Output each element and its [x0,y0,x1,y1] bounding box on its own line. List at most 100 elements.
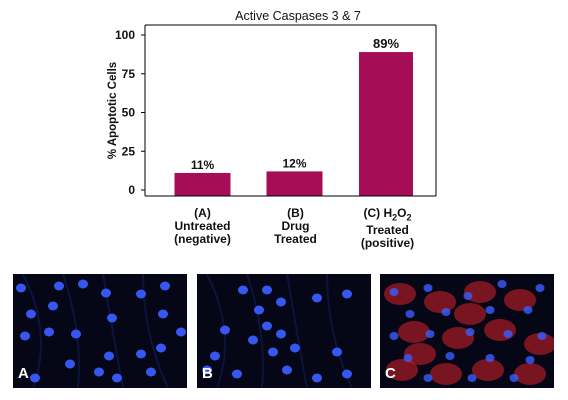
micrograph-c-label: C [385,365,396,382]
cell-nucleus [509,374,519,382]
cell-nucleus [332,347,342,357]
caspase-signal [386,359,418,381]
micrograph-b-image [202,274,353,388]
cell-nucleus [220,325,230,335]
y-tick-label: 75 [122,67,136,81]
cell-nucleus [30,373,40,383]
cell-nucleus [176,327,186,337]
caspase-signal [398,321,430,343]
caspase-signal [484,319,516,341]
cell-nucleus [535,284,545,292]
category-label-c: (C) H2O2 Treated (positive) [340,207,435,250]
cell-nucleus [425,330,435,338]
cell-nucleus [485,306,495,314]
cell-nucleus [104,351,114,361]
cell-nucleus [94,367,104,377]
cell-nucleus [26,309,36,319]
cell-nucleus [44,327,54,337]
y-tick-label: 0 [128,183,135,197]
cell-nucleus [441,308,451,316]
cell-nucleus [248,335,258,345]
cell-nucleus [254,305,264,315]
micrograph-a-label: A [18,365,29,382]
cell-nucleus [423,374,433,382]
cell-nucleus [282,365,292,375]
micrograph-b-label: B [202,365,213,382]
category-c-sub1: 2 [392,212,398,223]
category-a-line1: (A) [194,206,211,220]
category-c-line1: (C) H2O2 [340,207,435,224]
cell-nucleus [262,321,272,331]
cell-nucleus [16,283,26,293]
cell-nucleus [20,331,30,341]
micrograph-a-image [16,274,186,388]
cell-nucleus [290,343,300,353]
cell-nucleus [525,356,535,364]
cell-nucleus [160,281,170,291]
cell-nucleus [485,354,495,362]
cell-nucleus [523,306,533,314]
y-tick-label: 50 [122,106,136,120]
cell-nucleus [389,288,399,296]
category-c-o: O [397,206,407,220]
caspase-signal [524,333,554,355]
cell-nucleus [71,329,81,339]
cell-nucleus [312,373,322,383]
category-label-a: (A) Untreated (negative) [155,207,250,246]
bar-value-label: 12% [282,156,306,170]
background-haze [246,274,264,388]
cell-nucleus [276,297,286,307]
cell-nucleus [156,343,166,353]
bars [174,52,413,196]
cell-nucleus [65,359,75,369]
micrograph-panel-b: B [197,274,371,388]
caspase-signal [454,303,486,325]
cell-nucleus [342,289,352,299]
bar [359,52,413,196]
cell-nucleus [112,373,122,383]
cell-nucleus [101,288,111,298]
y-axis-label: % Apoptotic Cells [107,62,119,159]
cell-nucleus [342,369,352,379]
y-axis-ticks: 0 25 50 75 100 [115,28,145,197]
category-b-line3: Treated [274,232,317,246]
cell-nucleus [537,332,547,340]
cell-nucleus [463,292,473,300]
cell-nucleus [78,279,88,289]
bar-value-labels: 11% 12% 89% [191,36,400,172]
cell-nucleus [136,289,146,299]
bar-value-label: 89% [373,36,399,51]
cell-nucleus [136,349,146,359]
cell-nucleus [389,332,399,340]
caspase-signal [514,363,546,385]
bar [174,172,231,196]
category-c-line2: Treated [366,223,409,238]
cell-nucleus [202,365,212,375]
cell-nucleus [312,293,322,303]
micrograph-panel-a: A [13,274,187,388]
background-haze [286,274,308,388]
cell-nucleus [445,352,455,360]
cell-nucleus [48,301,58,311]
caspase-signal [504,289,536,311]
category-b-line2: Drug [281,219,310,233]
cell-nucleus [262,285,272,295]
cell-nucleus [423,284,433,292]
micrograph-panel-c: C [380,274,554,388]
cell-nucleus [497,280,507,288]
caspase-signal [384,283,416,305]
category-b-line1: (B) [287,206,304,220]
cell-nucleus [405,310,415,318]
cell-nucleus [238,285,248,295]
category-c-line3: (positive) [360,236,415,251]
category-c-sub2: 2 [406,212,412,223]
cell-nucleus [107,313,117,323]
cell-nucleus [268,347,278,357]
category-label-b: (B) Drug Treated [248,207,343,246]
cell-nucleus [467,374,477,382]
cell-nucleus [232,369,242,379]
y-tick-label: 100 [115,28,135,42]
cell-nucleus [465,328,475,336]
caspase-signal [472,359,504,381]
cell-nucleus [276,329,286,339]
